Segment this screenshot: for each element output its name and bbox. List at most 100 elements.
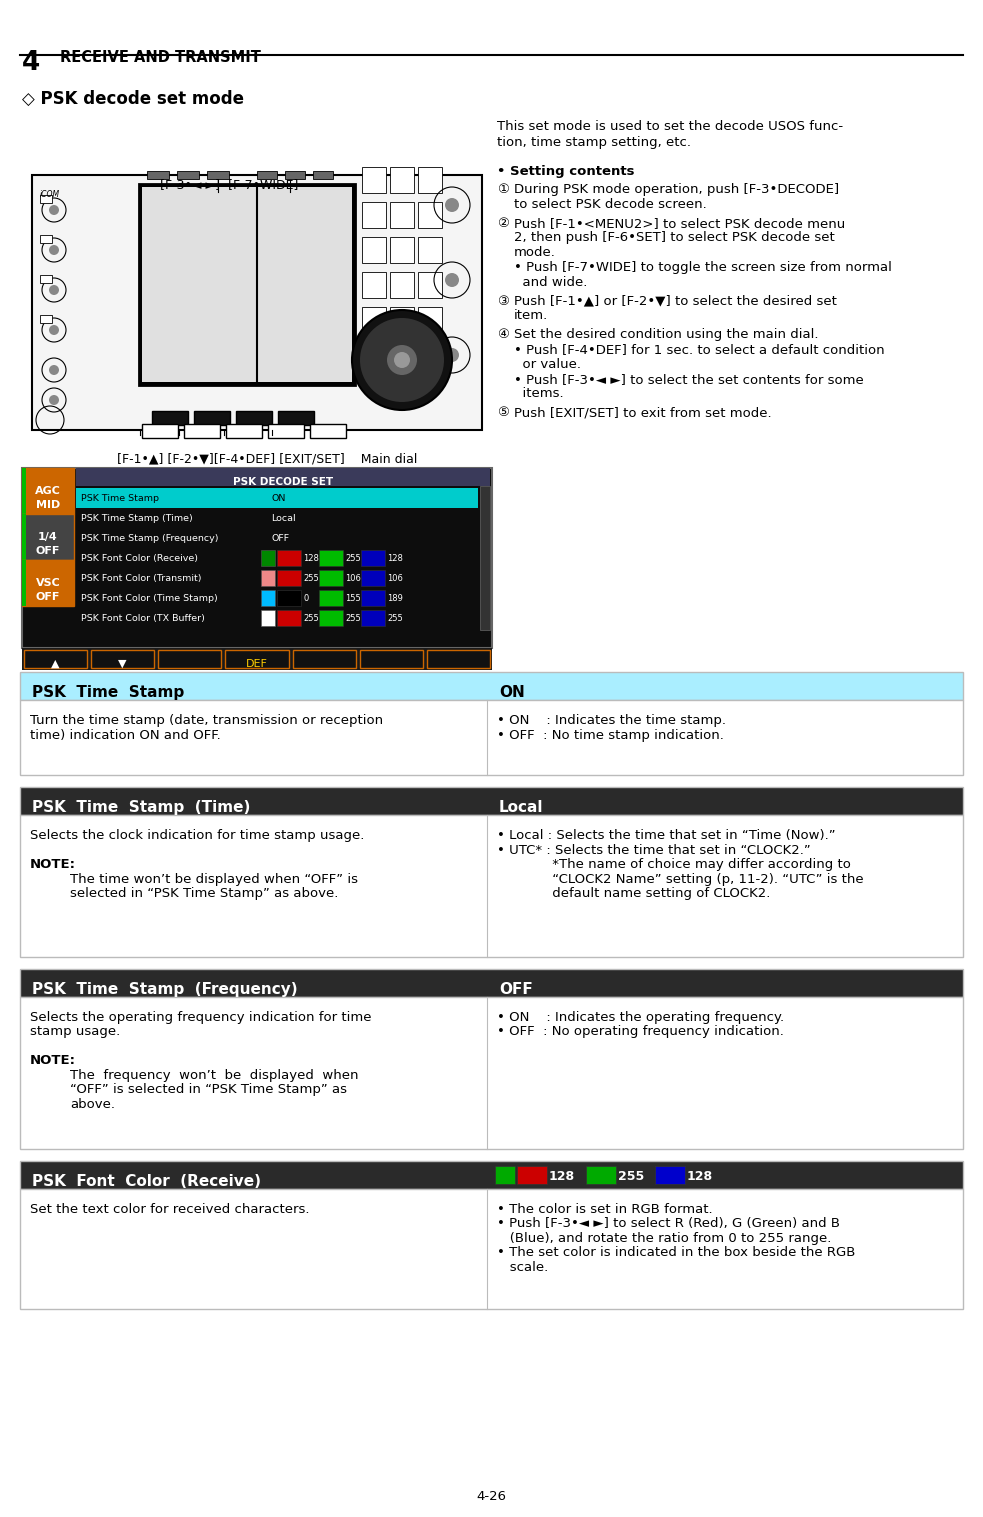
Text: VSC: VSC	[35, 578, 60, 589]
Bar	[285, 171, 305, 179]
Bar	[91, 649, 154, 667]
Text: 128: 128	[687, 1170, 713, 1183]
Text: items.: items.	[514, 387, 563, 400]
Text: 255: 255	[387, 614, 403, 623]
Text: ▲: ▲	[51, 658, 60, 669]
Bar	[20, 1189, 963, 1309]
Text: The  frequency  won’t  be  displayed  when: The frequency won’t be displayed when	[70, 1069, 359, 1082]
Text: 155: 155	[345, 595, 361, 602]
Text: 2, then push [F-6•SET] to select PSK decode set: 2, then push [F-6•SET] to select PSK dec…	[514, 232, 835, 244]
Bar	[495, 1167, 515, 1183]
Bar	[22, 514, 26, 560]
Text: • The set color is indicated in the box beside the RGB: • The set color is indicated in the box …	[497, 1247, 855, 1259]
Text: PSK Time Stamp: PSK Time Stamp	[81, 495, 159, 504]
Bar	[361, 551, 385, 566]
Text: • Local : Selects the time that set in “Time (Now).”: • Local : Selects the time that set in “…	[497, 828, 836, 842]
Bar	[360, 649, 423, 667]
Text: Local: Local	[271, 514, 296, 523]
Text: 255: 255	[345, 554, 361, 563]
Text: “CLOCK2 Name” setting (p, 11-2). “UTC” is the: “CLOCK2 Name” setting (p, 11-2). “UTC” i…	[497, 872, 864, 886]
Text: 255: 255	[618, 1170, 644, 1183]
Bar	[362, 272, 386, 297]
Bar	[20, 1161, 963, 1189]
Circle shape	[49, 285, 59, 294]
Bar	[655, 1167, 685, 1183]
Text: ON: ON	[271, 495, 285, 504]
Bar	[226, 423, 262, 438]
Bar	[24, 649, 87, 667]
Bar	[207, 171, 229, 179]
Bar	[20, 699, 963, 775]
Bar	[362, 306, 386, 334]
Text: • UTC* : Selects the time that set in “CLOCK2.”: • UTC* : Selects the time that set in “C…	[497, 843, 811, 857]
Bar	[20, 787, 963, 815]
Bar	[20, 969, 963, 997]
Text: 128: 128	[303, 554, 318, 563]
Bar	[147, 171, 169, 179]
Text: or value.: or value.	[514, 358, 581, 370]
Bar	[480, 485, 490, 630]
Bar	[158, 649, 221, 667]
Text: MID: MID	[35, 501, 60, 510]
Text: • Push [F-7•WIDE] to toggle the screen size from normal: • Push [F-7•WIDE] to toggle the screen s…	[514, 261, 892, 275]
Bar	[390, 306, 414, 334]
Bar	[261, 570, 275, 586]
Text: PSK  Time  Stamp: PSK Time Stamp	[32, 686, 184, 699]
Bar	[22, 469, 74, 514]
Text: PSK Time Stamp (Frequency): PSK Time Stamp (Frequency)	[81, 534, 218, 543]
Text: Push [F-1•<MENU2>] to select PSK decode menu: Push [F-1•<MENU2>] to select PSK decode …	[514, 217, 845, 229]
Bar	[261, 590, 275, 605]
Bar	[418, 167, 442, 193]
Text: Local: Local	[499, 799, 544, 815]
Circle shape	[360, 319, 444, 402]
Bar	[319, 570, 343, 586]
Text: • Setting contents: • Setting contents	[497, 165, 634, 177]
Text: ②: ②	[497, 217, 509, 229]
Text: ◇ PSK decode set mode: ◇ PSK decode set mode	[22, 90, 244, 108]
Bar	[277, 610, 301, 627]
Text: ①: ①	[497, 184, 509, 196]
Bar	[76, 488, 478, 508]
Text: 0: 0	[303, 595, 309, 602]
Text: Set the desired condition using the main dial.: Set the desired condition using the main…	[514, 328, 819, 341]
Circle shape	[49, 205, 59, 215]
Text: Set the text color for received characters.: Set the text color for received characte…	[30, 1203, 310, 1217]
Text: Selects the operating frequency indication for time: Selects the operating frequency indicati…	[30, 1010, 372, 1024]
Bar	[32, 174, 482, 429]
Text: OFF: OFF	[271, 534, 289, 543]
Text: OFF: OFF	[499, 981, 533, 997]
Bar	[361, 570, 385, 586]
Circle shape	[49, 366, 59, 375]
Text: • Push [F-4•DEF] for 1 sec. to select a default condition: • Push [F-4•DEF] for 1 sec. to select a …	[514, 343, 885, 356]
Text: DEF: DEF	[246, 658, 268, 669]
Text: default name setting of CLOCK2.: default name setting of CLOCK2.	[497, 887, 771, 900]
Bar	[177, 171, 199, 179]
Text: • ON    : Indicates the time stamp.: • ON : Indicates the time stamp.	[497, 715, 726, 727]
Bar	[257, 171, 277, 179]
Bar	[22, 560, 74, 605]
Text: The time won’t be displayed when “OFF” is: The time won’t be displayed when “OFF” i…	[70, 872, 358, 886]
Bar	[142, 187, 352, 382]
Text: *The name of choice may differ according to: *The name of choice may differ according…	[497, 859, 851, 871]
Text: • OFF  : No operating frequency indication.: • OFF : No operating frequency indicatio…	[497, 1025, 783, 1039]
Bar	[22, 514, 74, 560]
Bar	[261, 610, 275, 627]
Bar	[361, 590, 385, 605]
Text: Push [EXIT/SET] to exit from set mode.: Push [EXIT/SET] to exit from set mode.	[514, 407, 772, 419]
Bar	[142, 423, 178, 438]
Bar	[194, 411, 230, 425]
Circle shape	[394, 352, 410, 369]
Bar	[390, 272, 414, 297]
Text: PSK  Time  Stamp  (Frequency): PSK Time Stamp (Frequency)	[32, 981, 298, 997]
Bar	[277, 551, 301, 566]
Bar	[22, 560, 26, 605]
Bar	[184, 423, 220, 438]
Text: During PSK mode operation, push [F-3•DECODE]: During PSK mode operation, push [F-3•DEC…	[514, 184, 839, 196]
Text: OFF: OFF	[35, 546, 60, 557]
Circle shape	[49, 394, 59, 405]
Text: 106: 106	[387, 573, 403, 583]
Text: PSK  Time  Stamp  (Time): PSK Time Stamp (Time)	[32, 799, 251, 815]
Bar	[268, 423, 304, 438]
Bar	[313, 171, 333, 179]
Text: PSK Font Color (TX Buffer): PSK Font Color (TX Buffer)	[81, 614, 204, 623]
